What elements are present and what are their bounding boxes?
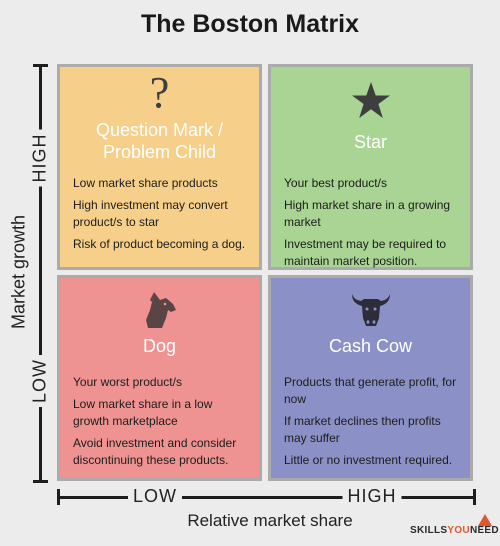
x-axis-cap-right: [473, 489, 476, 505]
list-item: High market share in a growing market: [284, 198, 451, 229]
y-axis-title: Market growth: [8, 214, 29, 330]
x-axis-cap-left: [57, 489, 60, 505]
page-title: The Boston Matrix: [140, 10, 360, 38]
y-axis-line: [39, 64, 42, 483]
quadrant-star: Star Your best product/s High market sha…: [268, 64, 473, 270]
quadrant-dog: Dog Your worst product/s Low market shar…: [57, 275, 262, 481]
list-item: Products that generate profit, for now: [284, 375, 457, 406]
list-item: If market declines then profits may suff…: [284, 414, 441, 445]
list-item: Risk of product becoming a dog.: [73, 237, 246, 251]
list-item: Low market share products: [73, 176, 218, 190]
y-axis-cap-bottom: [33, 480, 48, 483]
list-item: Low market share in a low growth marketp…: [73, 397, 213, 428]
x-axis-line: [57, 496, 476, 499]
list-item: Your best product/s: [284, 176, 387, 190]
y-axis-low-label: LOW: [29, 354, 51, 408]
list-item: Your worst product/s: [73, 375, 182, 389]
quadrant-cash-cow: Cash Cow Products that generate profit, …: [268, 275, 473, 481]
logo-text-skills: SKILLS: [410, 525, 448, 536]
cow-icon: [271, 290, 470, 330]
logo-text-need: NEED: [469, 525, 499, 536]
star-icon: [271, 81, 470, 119]
list-item: Little or no investment required.: [284, 453, 453, 467]
x-axis-low-label: LOW: [127, 486, 183, 507]
y-axis-cap-top: [33, 64, 48, 67]
list-item: Investment may be required to maintain m…: [284, 237, 447, 268]
x-axis-title: Relative market share: [187, 511, 353, 530]
quadrant-list: Your worst product/s Low market share in…: [73, 374, 251, 474]
x-axis-high-label: HIGH: [342, 486, 402, 507]
quadrant-question-mark: ? Question Mark / Problem Child Low mark…: [57, 64, 262, 270]
logo-text-you: YOU: [447, 525, 470, 536]
quadrant-list: Low market share products High investmen…: [73, 175, 251, 258]
quadrant-list: Products that generate profit, for now I…: [284, 374, 462, 474]
question-mark-icon: ?: [149, 68, 170, 117]
quadrant-heading: Dog: [142, 336, 177, 356]
y-axis-high-label: HIGH: [29, 129, 51, 187]
quadrant-heading: Star: [353, 132, 387, 152]
quadrant-heading-line: Question Mark /: [95, 120, 224, 140]
quadrant-heading-line: Problem Child: [102, 142, 217, 162]
list-item: Avoid investment and consider discontinu…: [73, 436, 237, 467]
dog-icon: [60, 290, 259, 330]
list-item: High investment may convert product/s to…: [73, 198, 228, 229]
logo-arrow-icon: [478, 513, 492, 531]
quadrant-list: Your best product/s High market share in…: [284, 175, 462, 275]
quadrant-heading: Question Mark / Problem Child: [60, 119, 259, 163]
brand-logo: SKILLSYOUNEED: [410, 525, 499, 536]
quadrant-heading: Cash Cow: [328, 336, 413, 356]
